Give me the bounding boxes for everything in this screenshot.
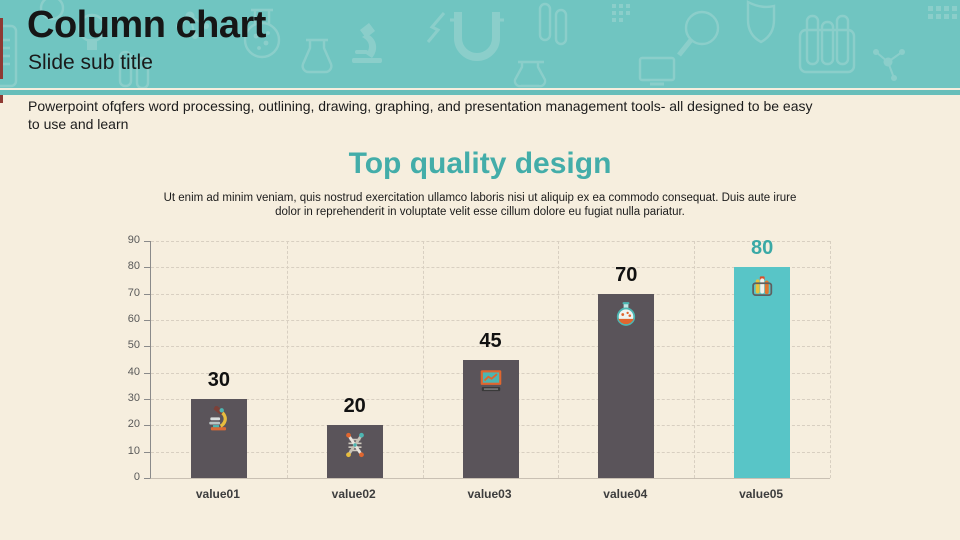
y-axis-tick	[144, 241, 150, 242]
data-label-value01: 30	[207, 369, 231, 391]
y-axis-tick-labels: 0 10 20 30 40 50 60 70 80 90	[102, 234, 142, 483]
y-axis-tick	[144, 346, 150, 348]
gridline-horizontal	[151, 241, 830, 242]
bar-value02	[326, 425, 383, 478]
gridline-vertical	[830, 241, 831, 478]
test-tubes-icon	[749, 274, 775, 300]
bar-value05	[734, 267, 791, 478]
y-axis-tick	[144, 451, 150, 453]
x-axis-label-value03: value03	[467, 487, 512, 501]
x-axis-label-value04: value04	[603, 487, 648, 501]
data-label-value03: 45	[479, 329, 502, 352]
left-accent-bar	[0, 18, 3, 79]
dna-icon	[342, 432, 368, 458]
y-axis-tick	[144, 425, 150, 427]
science-icons-pattern	[0, 0, 957, 88]
gridline-horizontal	[151, 267, 830, 269]
gridline-vertical	[286, 241, 288, 478]
y-tick-label: 70	[127, 286, 140, 299]
x-axis-labels: value01 value02 value03 value04 value05	[150, 487, 829, 507]
gridline-vertical	[694, 241, 696, 478]
y-axis-tick	[144, 267, 150, 269]
y-tick-label: 30	[127, 392, 140, 404]
bar-value01	[190, 399, 247, 478]
y-tick-label: 10	[127, 444, 140, 457]
data-label-value04: 70	[615, 263, 638, 286]
y-tick-label: 80	[127, 260, 140, 273]
y-tick-label: 20	[127, 418, 140, 431]
bar-value03	[462, 359, 519, 478]
y-tick-label: 60	[127, 313, 140, 325]
x-axis-label-value02: value02	[331, 487, 376, 501]
y-tick-label: 90	[127, 234, 140, 246]
y-tick-label: 0	[133, 471, 140, 483]
flask-icon	[613, 301, 639, 327]
chart-description: Ut enim ad minim veniam, quis nostrud ex…	[163, 192, 797, 218]
data-label-value02: 20	[343, 395, 366, 418]
x-axis-label-value01: value01	[195, 487, 240, 501]
bar-value04	[598, 293, 655, 478]
gridline-horizontal	[151, 320, 830, 321]
header-divider-line	[0, 90, 960, 95]
slide-header: Column chart Slide sub title	[0, 0, 960, 88]
slide-subtitle: Slide sub title	[28, 51, 153, 74]
gridline-horizontal	[151, 346, 830, 348]
gridline-vertical	[558, 241, 560, 478]
y-axis-tick	[144, 478, 150, 479]
y-tick-label: 50	[127, 339, 140, 352]
y-axis-tick	[144, 372, 150, 374]
gridline-vertical	[422, 241, 424, 478]
y-axis-tick	[144, 399, 150, 400]
body-paragraph: Powerpoint ofqfers word processing, outl…	[28, 98, 813, 132]
data-label-value05: 80	[750, 237, 774, 260]
gridline-horizontal	[151, 293, 830, 295]
microscope-icon	[206, 406, 232, 432]
left-accent-bar-lower	[0, 95, 3, 103]
y-axis-tick	[144, 293, 150, 295]
y-axis-tick	[144, 320, 150, 321]
monitor-icon	[478, 367, 504, 393]
slide-title: Column chart	[27, 4, 266, 46]
plot-area: 30 20 45 70 80	[144, 237, 831, 479]
x-axis-label-value05: value05	[739, 487, 784, 501]
y-tick-label: 40	[127, 365, 140, 378]
chart-heading: Top quality design	[348, 147, 612, 180]
